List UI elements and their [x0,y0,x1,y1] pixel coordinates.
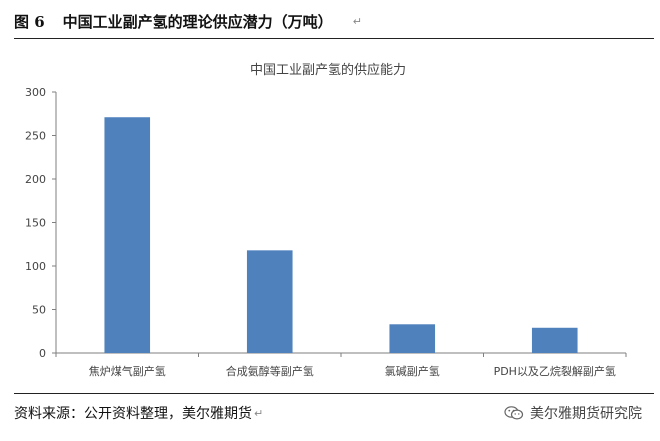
x-tick-label: 合成氨醇等副产氢 [226,364,314,378]
x-tick-label: 焦炉煤气副产氢 [89,364,166,378]
wechat-icon [504,406,524,420]
y-tick-label: 300 [25,86,46,99]
paragraph-mark: ↵ [352,14,362,28]
bars [104,117,578,353]
chart-title: 中国工业副产氢的供应能力 [250,62,406,78]
source-note: 资料来源：公开资料整理，美尔雅期货 ↵ [14,401,654,425]
figure-caption: 图 6 中国工业副产氢的理论供应潜力（万吨） ↵ [14,8,654,34]
chart-area: 中国工业副产氢的供应能力 0 50 100 150 200 250 300 焦炉煤气副产氢 合成… [14,40,654,390]
bottom-rule [14,393,654,394]
bar [389,324,436,353]
y-tick-label: 100 [25,260,46,273]
watermark-text: 美尔雅期货研究院 [530,406,642,422]
bar [531,327,578,353]
top-rule [14,38,654,39]
x-tick-label: 氯碱副产氢 [385,364,440,378]
y-tick-label: 50 [32,304,46,317]
figure-title: 中国工业副产氢的理论供应潜力（万吨） [62,12,333,31]
watermark: 美尔雅期货研究院 [504,401,642,425]
y-tick-label: 200 [25,173,46,186]
y-tick-label: 0 [39,347,46,360]
y-tick-label: 250 [25,130,46,143]
axes [52,91,627,357]
bar [246,250,293,353]
source-text: 资料来源：公开资料整理，美尔雅期货 [14,406,252,422]
figure-number: 图 6 [14,12,45,31]
bar [104,117,151,353]
bar-chart: 中国工业副产氢的供应能力 0 50 100 150 200 250 300 焦炉煤气副产氢 合成… [25,62,627,378]
tick-labels: 0 50 100 150 200 250 300 焦炉煤气副产氢 合成氨醇等副产氢 氯碱副产氢 PD… [25,86,616,378]
paragraph-mark-footer: ↵ [254,406,264,420]
y-tick-label: 150 [25,217,46,230]
x-tick-label: PDH以及乙烷裂解副产氢 [494,364,616,378]
